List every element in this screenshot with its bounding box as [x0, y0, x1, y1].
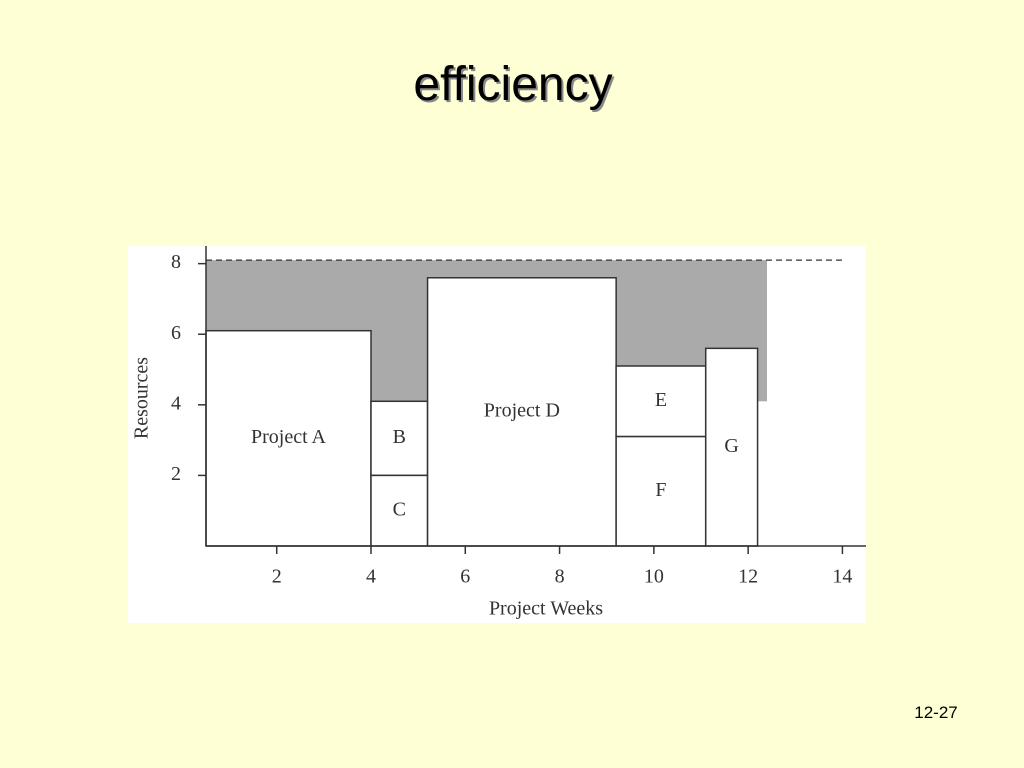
block-label: E: [655, 389, 667, 411]
x-tick-label: 8: [555, 566, 565, 588]
block-label: C: [393, 498, 406, 520]
page-number: 12-27: [914, 703, 957, 722]
chart: Project A B C Project D E F G 2 4 6 8 10 12 14 2 4 6 8 Pro…: [131, 246, 866, 620]
y-tick-label: 2: [171, 463, 181, 485]
title: efficiency: [413, 58, 612, 111]
x-tick-label: 10: [644, 566, 664, 588]
y-tick-label: 8: [171, 251, 181, 273]
x-tick-label: 12: [738, 566, 758, 588]
x-tick-label: 6: [460, 566, 470, 588]
project-block: [370, 400, 429, 477]
x-tick-label: 4: [366, 566, 376, 588]
block-label: G: [724, 435, 738, 457]
project-block: [615, 435, 707, 547]
y-axis-label: Resources: [131, 357, 153, 439]
x-tick-label: 14: [832, 566, 852, 588]
x-axis-label: Project Weeks: [489, 598, 603, 620]
block-label: Project D: [484, 399, 560, 421]
block-label: B: [393, 426, 406, 448]
project-block: [426, 277, 617, 547]
block-label: F: [655, 479, 666, 501]
block-label: Project A: [251, 426, 327, 448]
project-block: [615, 365, 707, 438]
y-tick-label: 6: [171, 322, 181, 344]
y-tick-label: 4: [171, 392, 181, 414]
title-shadow: efficiency: [415, 60, 614, 113]
x-tick-label: 2: [272, 566, 282, 588]
project-block: [704, 347, 759, 547]
